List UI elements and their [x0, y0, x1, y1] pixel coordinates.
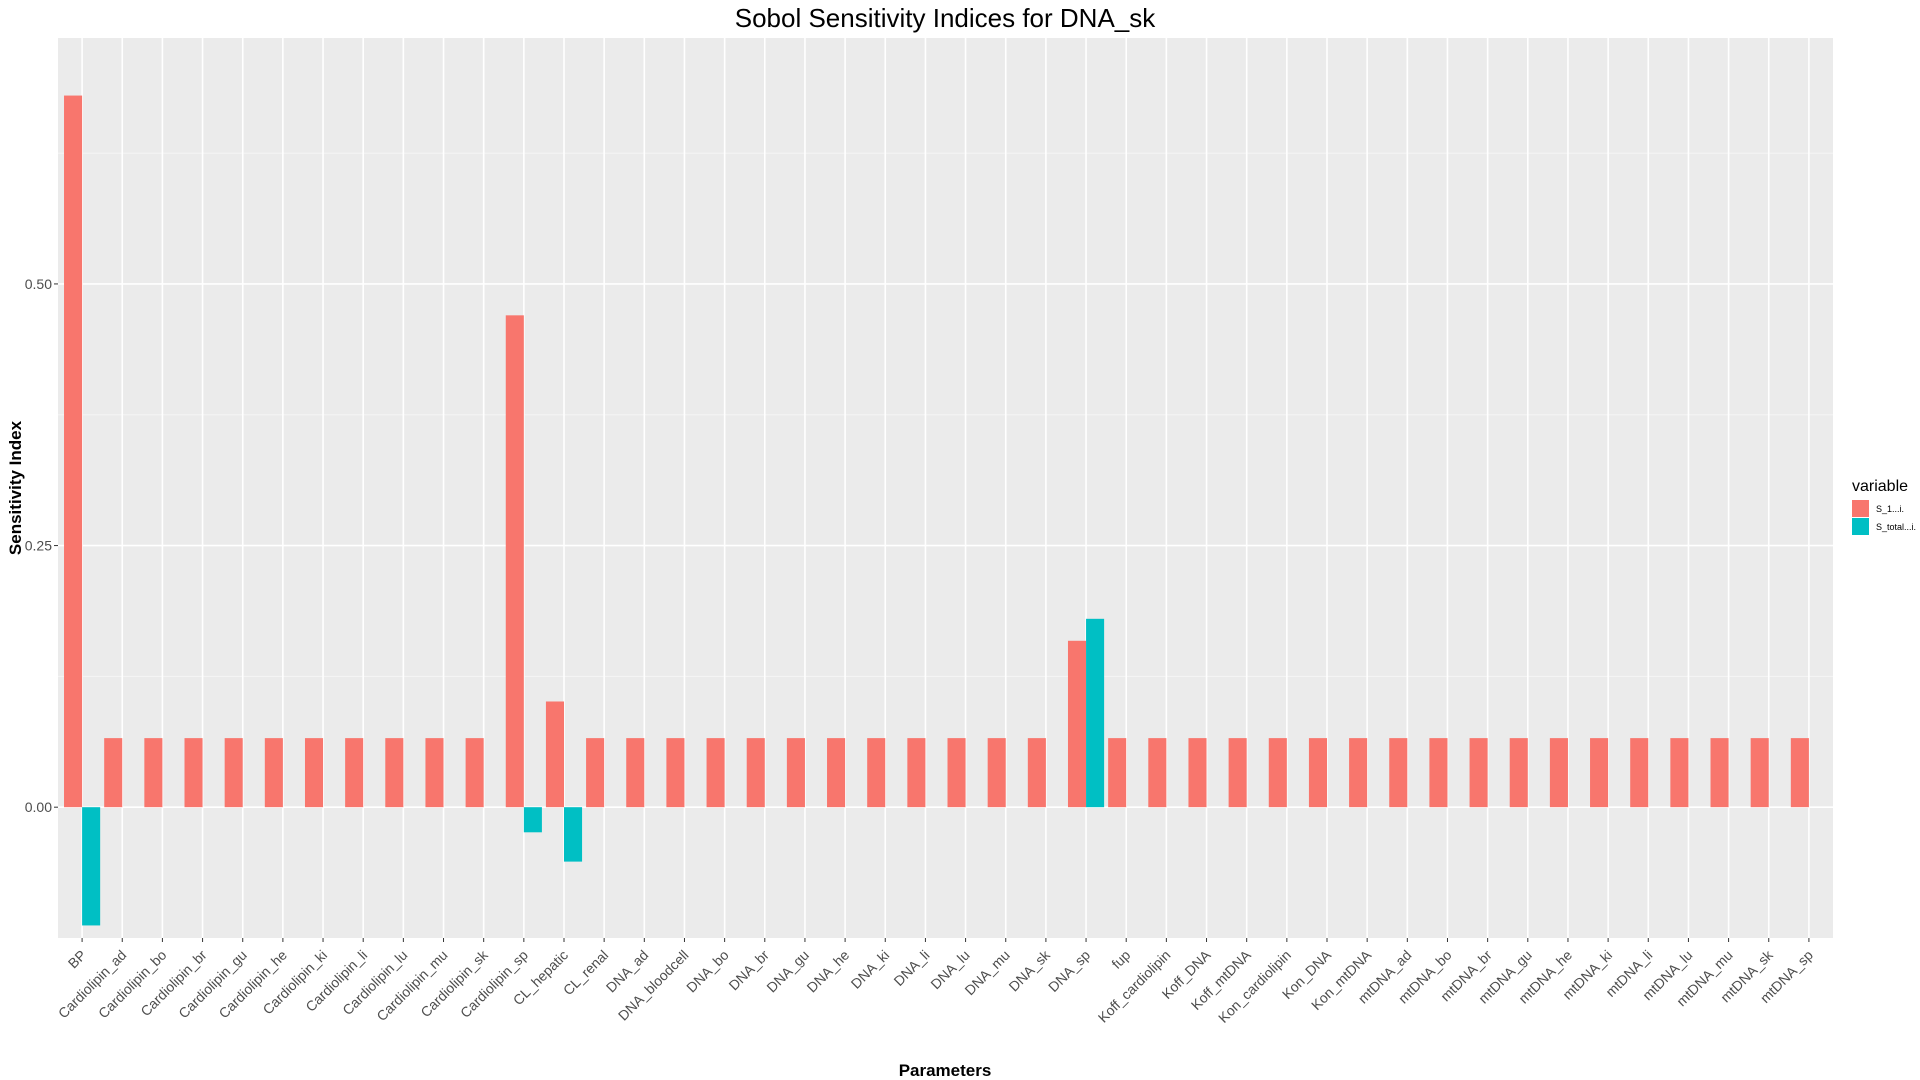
bar-s1-DNA_bo [706, 738, 725, 808]
bar-s1-DNA_sk [1027, 738, 1046, 808]
bar-s1-CL_hepatic [545, 701, 564, 808]
bar-s1-mtDNA_ki [1590, 738, 1609, 808]
bar-s1-BP [64, 95, 83, 808]
bar-s1-DNA_bloodcell [666, 738, 685, 808]
x-tick-label: DNA_bloodcell [615, 947, 692, 1024]
bar-s1-Cardiolipin_br [184, 738, 203, 808]
bar-s1-Cardiolipin_ki [304, 738, 324, 808]
bar-s1-DNA_gu [786, 738, 805, 808]
bar-s1-mtDNA_sk [1750, 738, 1769, 808]
bar-stotal-CL_hepatic [563, 807, 583, 862]
bar-s1-DNA_sp [1067, 640, 1087, 808]
legend-label-0: S_1...i. [1876, 504, 1904, 514]
bar-s1-Cardiolipin_sk [465, 738, 484, 808]
legend: variable S_1...i. S_total...i. [1852, 478, 1916, 535]
legend-label-1: S_total...i. [1876, 522, 1916, 532]
legend-key-0 [1852, 500, 1869, 517]
x-tick-label: DNA_sk [1005, 946, 1053, 994]
bar-s1-mtDNA_ad [1389, 738, 1408, 808]
bar-s1-Koff_DNA [1188, 738, 1207, 808]
bar-s1-mtDNA_br [1469, 738, 1488, 808]
bar-s1-DNA_ki [867, 738, 886, 808]
bar-s1-Kon_DNA [1308, 738, 1328, 808]
x-tick-label: DNA_ki [848, 947, 893, 992]
y-axis-title: Sensitivity Index [6, 420, 25, 555]
chart-title: Sobol Sensitivity Indices for DNA_sk [735, 3, 1157, 33]
y-axis-ticks: 0.00 0.25 0.50 [25, 276, 58, 815]
x-tick-label: DNA_sp [1045, 947, 1093, 995]
bar-s1-mtDNA_bo [1429, 738, 1448, 808]
bar-s1-Cardiolipin_li [345, 738, 364, 808]
bar-s1-DNA_mu [987, 738, 1006, 808]
bar-s1-fup [1108, 738, 1127, 808]
bar-s1-mtDNA_he [1549, 738, 1568, 808]
bar-s1-mtDNA_sp [1790, 738, 1809, 808]
y-tick-label: 0.00 [25, 799, 52, 815]
y-tick-label: 0.50 [25, 276, 52, 292]
legend-key-1 [1852, 518, 1869, 535]
x-tick-label: DNA_he [803, 947, 852, 996]
bars [64, 95, 1809, 926]
bar-s1-Cardiolipin_sp [505, 315, 524, 808]
bar-s1-DNA_br [746, 738, 765, 808]
bar-s1-Cardiolipin_he [264, 738, 283, 808]
bar-s1-Koff_mtDNA [1228, 738, 1247, 808]
x-tick-label: DNA_li [890, 947, 932, 989]
bar-stotal-Cardiolipin_sp [523, 807, 542, 833]
bar-s1-mtDNA_mu [1710, 738, 1729, 808]
bar-s1-DNA_lu [947, 738, 966, 808]
bar-s1-Cardiolipin_lu [385, 738, 404, 808]
bar-s1-DNA_ad [626, 738, 645, 808]
bar-s1-Kon_cardiolipin [1268, 738, 1287, 808]
x-tick-label: Cardiolipin_mu [373, 947, 450, 1024]
bar-s1-Cardiolipin_gu [224, 738, 243, 808]
minor-gridlines [58, 152, 1833, 677]
bar-stotal-BP [82, 807, 101, 926]
y-tick-label: 0.25 [25, 538, 52, 554]
bar-s1-mtDNA_gu [1509, 738, 1528, 808]
bar-s1-Cardiolipin_mu [425, 738, 444, 808]
x-tick-label: DNA_gu [763, 947, 812, 996]
x-tick-label: BP [65, 947, 90, 972]
bar-s1-mtDNA_li [1630, 738, 1649, 808]
bar-s1-Cardiolipin_ad [104, 738, 123, 808]
bar-s1-Koff_cardiolipin [1148, 738, 1167, 808]
bar-s1-mtDNA_lu [1670, 738, 1689, 808]
legend-title: variable [1852, 478, 1908, 495]
x-tick-label: DNA_bo [683, 947, 732, 996]
bar-s1-DNA_li [907, 738, 926, 808]
x-axis-ticks: BPCardiolipin_adCardiolipin_boCardiolipi… [55, 938, 1816, 1026]
bar-stotal-DNA_sp [1086, 618, 1105, 808]
x-tick-label: fup [1108, 947, 1133, 972]
bar-s1-CL_renal [586, 738, 605, 808]
x-axis-title: Parameters [899, 1061, 992, 1080]
bar-s1-DNA_he [827, 738, 846, 808]
bar-s1-Cardiolipin_bo [144, 738, 163, 808]
bar-s1-Kon_mtDNA [1349, 738, 1368, 808]
